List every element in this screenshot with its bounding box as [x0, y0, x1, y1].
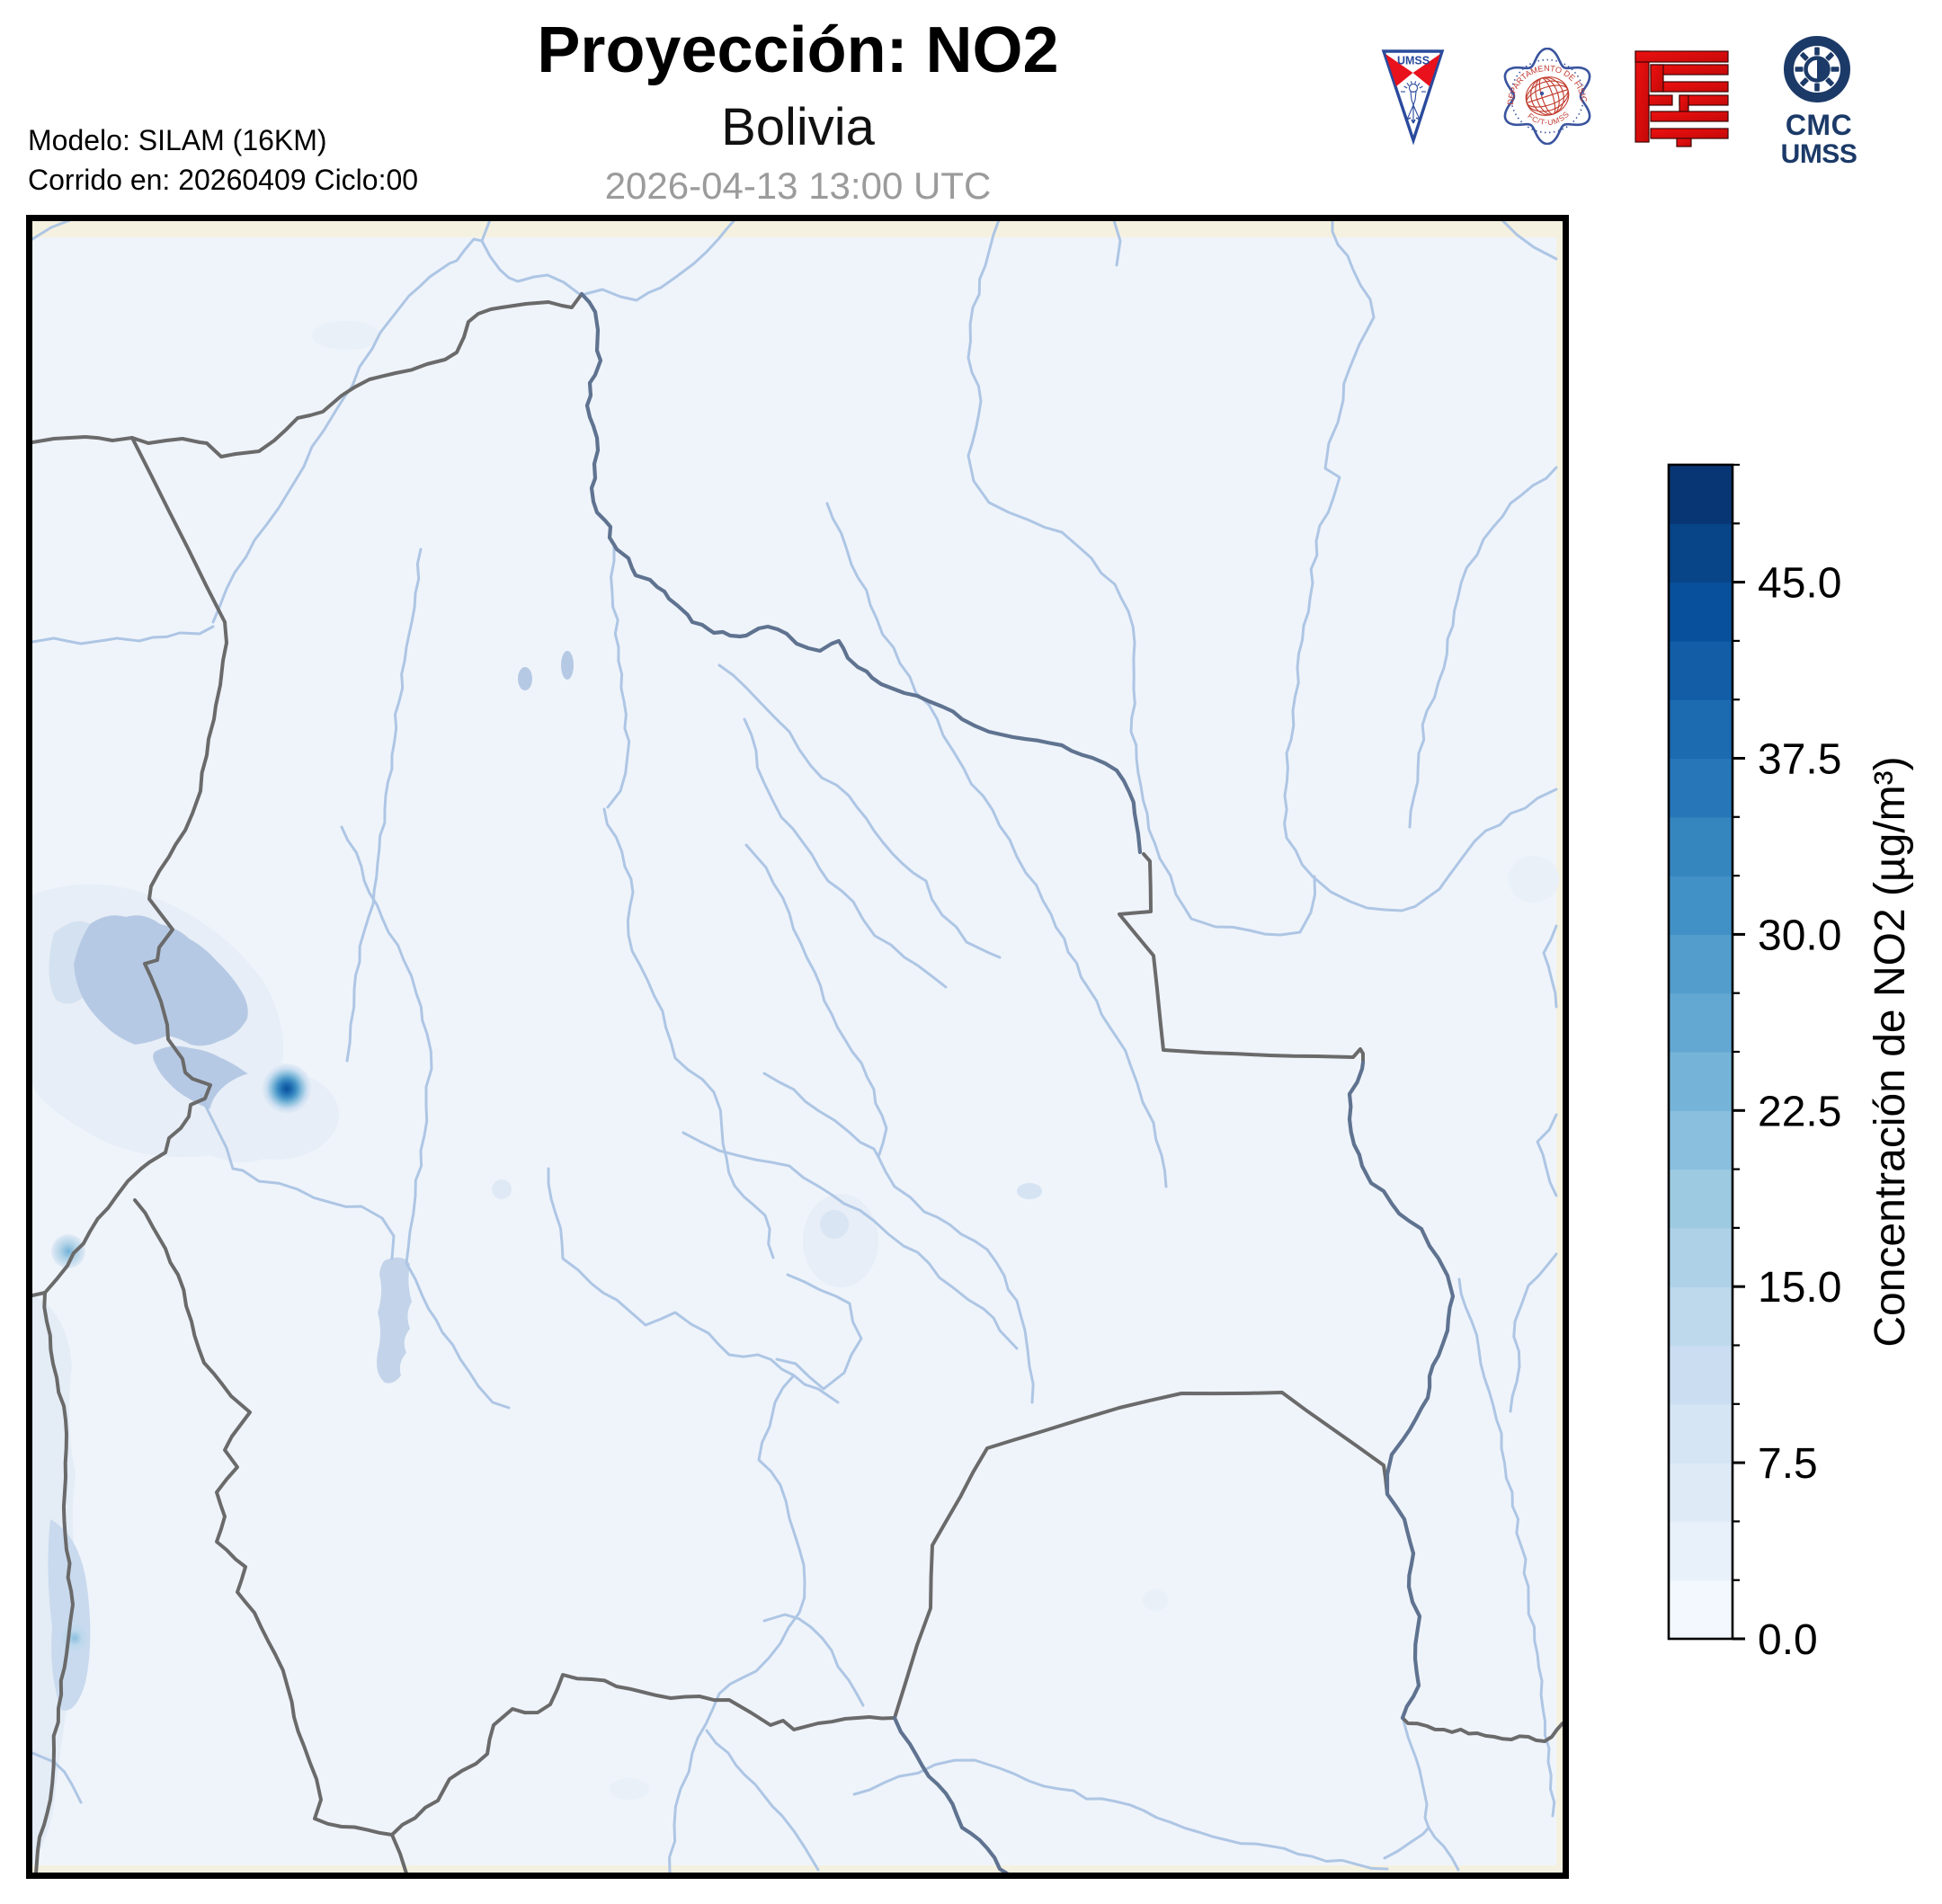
- svg-text:CMC: CMC: [1786, 109, 1852, 141]
- svg-text:45.0: 45.0: [1758, 560, 1841, 608]
- svg-text:7.5: 7.5: [1758, 1440, 1818, 1488]
- svg-text:UMSS: UMSS: [1781, 139, 1857, 169]
- svg-text:UMSS: UMSS: [1397, 55, 1430, 67]
- svg-text:0.0: 0.0: [1758, 1616, 1818, 1664]
- svg-text:30.0: 30.0: [1758, 912, 1841, 959]
- svg-text:Concentración de NO2 (µg/m³): Concentración de NO2 (µg/m³): [1866, 756, 1914, 1347]
- svg-text:15.0: 15.0: [1758, 1264, 1841, 1312]
- svg-text:37.5: 37.5: [1758, 736, 1841, 784]
- svg-text:22.5: 22.5: [1758, 1088, 1841, 1135]
